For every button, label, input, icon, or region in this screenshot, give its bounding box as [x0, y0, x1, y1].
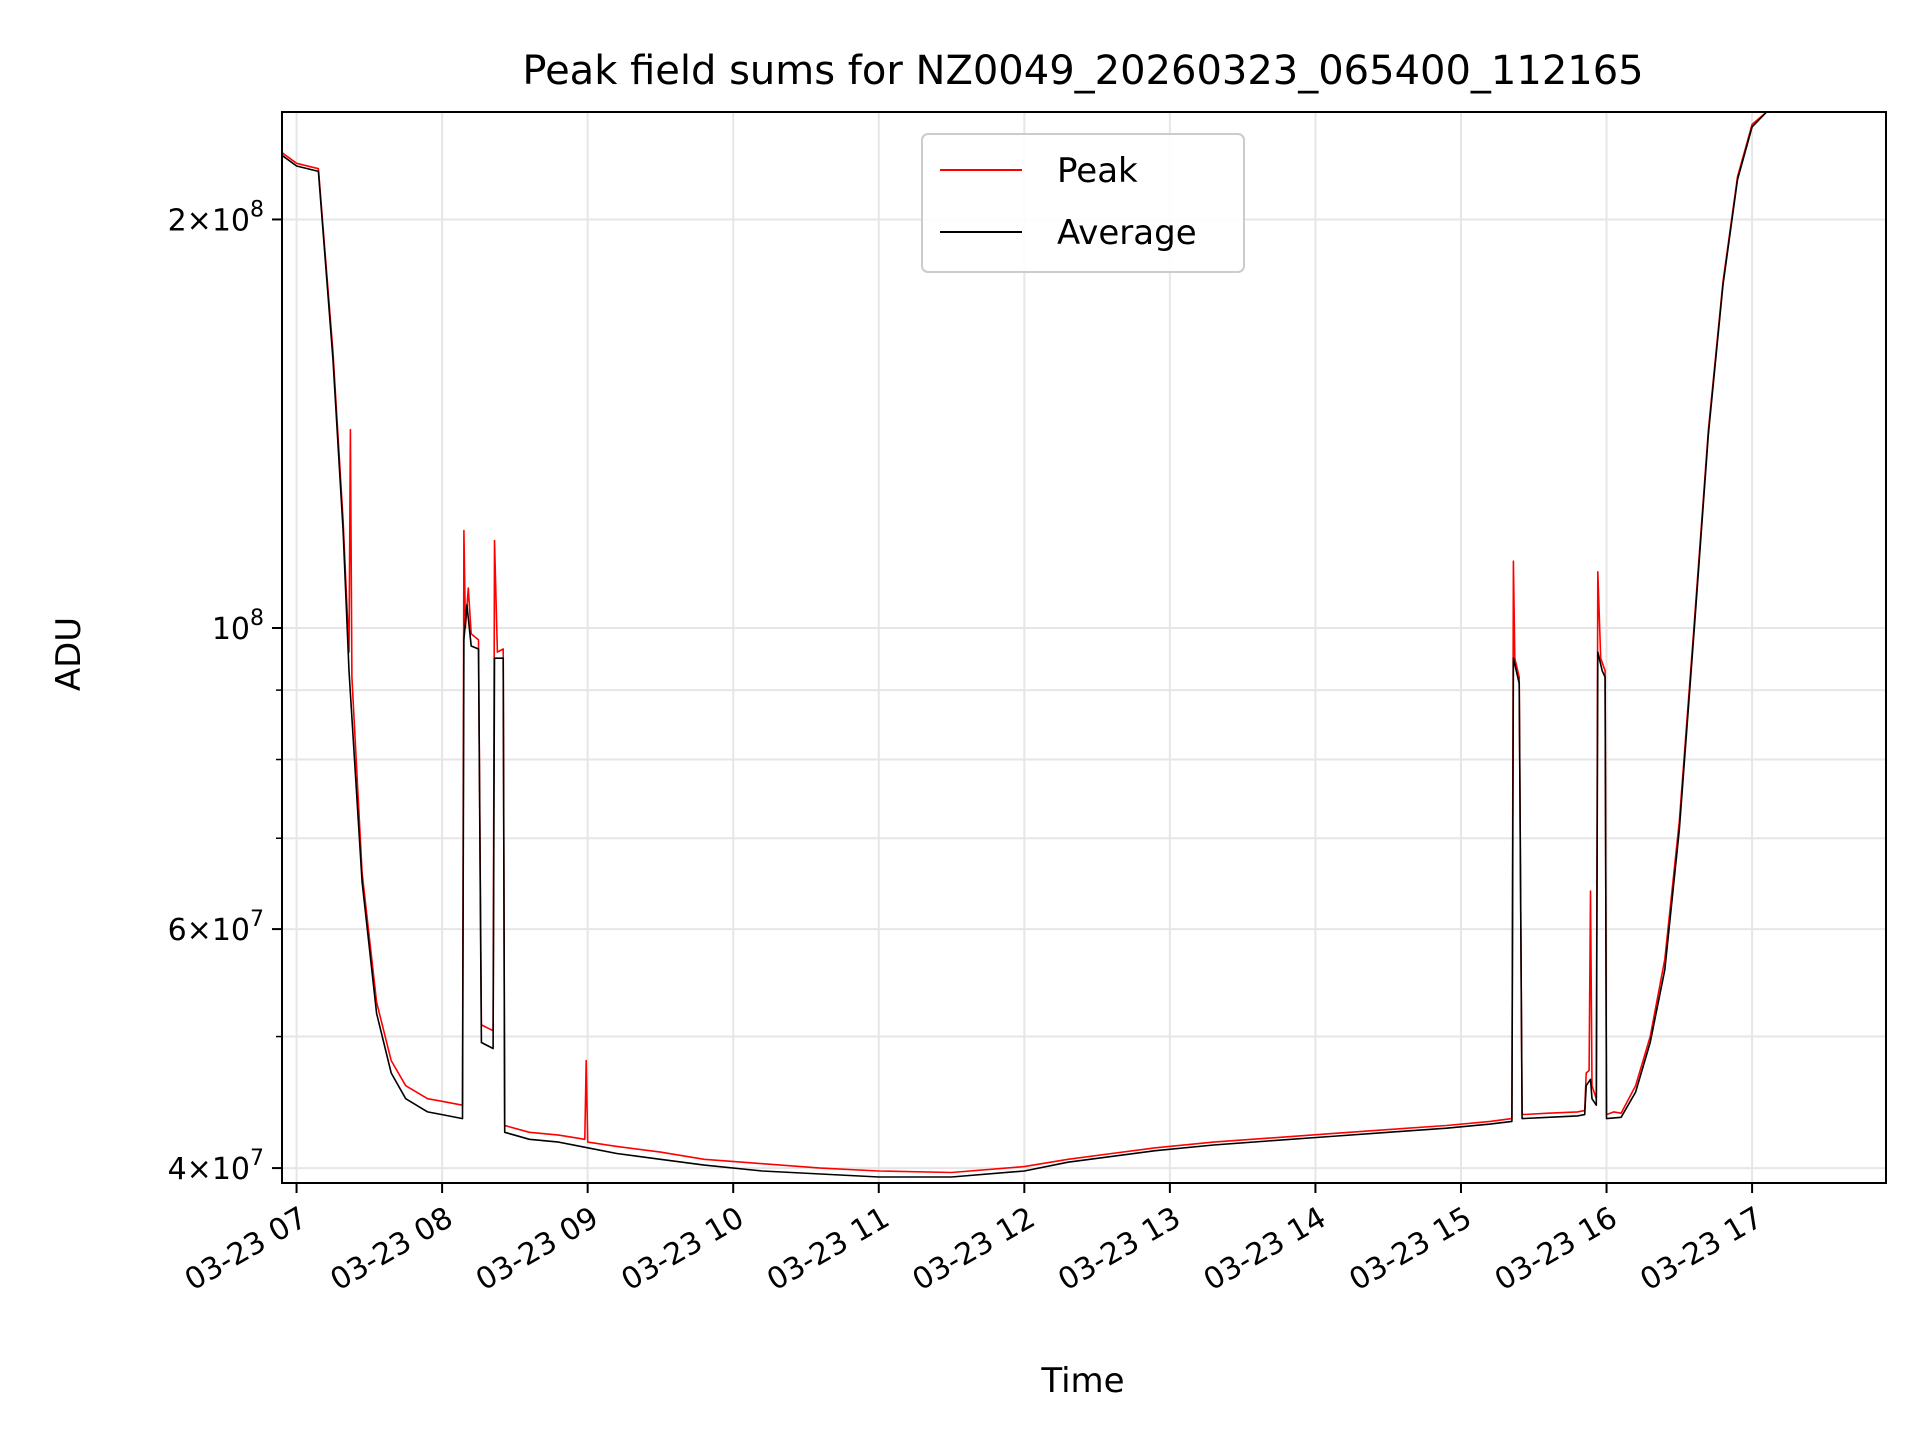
- legend-label-peak: Peak: [1057, 151, 1138, 191]
- legend-label-average: Average: [1057, 213, 1197, 253]
- legend: Peak Average: [921, 133, 1245, 273]
- y-tick-label: 6×107: [168, 907, 264, 948]
- y-tick-label: 4×107: [168, 1146, 264, 1187]
- series-line-peak: [281, 111, 1886, 1174]
- plot-frame: [281, 111, 1887, 1184]
- series-line-average: [281, 111, 1886, 1178]
- y-tick-label: 108: [212, 606, 264, 647]
- y-axis-label: ADU: [49, 617, 89, 691]
- x-axis-label: Time: [1040, 1361, 1124, 1401]
- chart-title: Peak field sums for NZ0049_20260323_0654…: [522, 48, 1643, 94]
- series-layer: [281, 111, 1886, 1178]
- y-tick-label: 2×108: [168, 197, 264, 238]
- legend-box: [921, 133, 1245, 273]
